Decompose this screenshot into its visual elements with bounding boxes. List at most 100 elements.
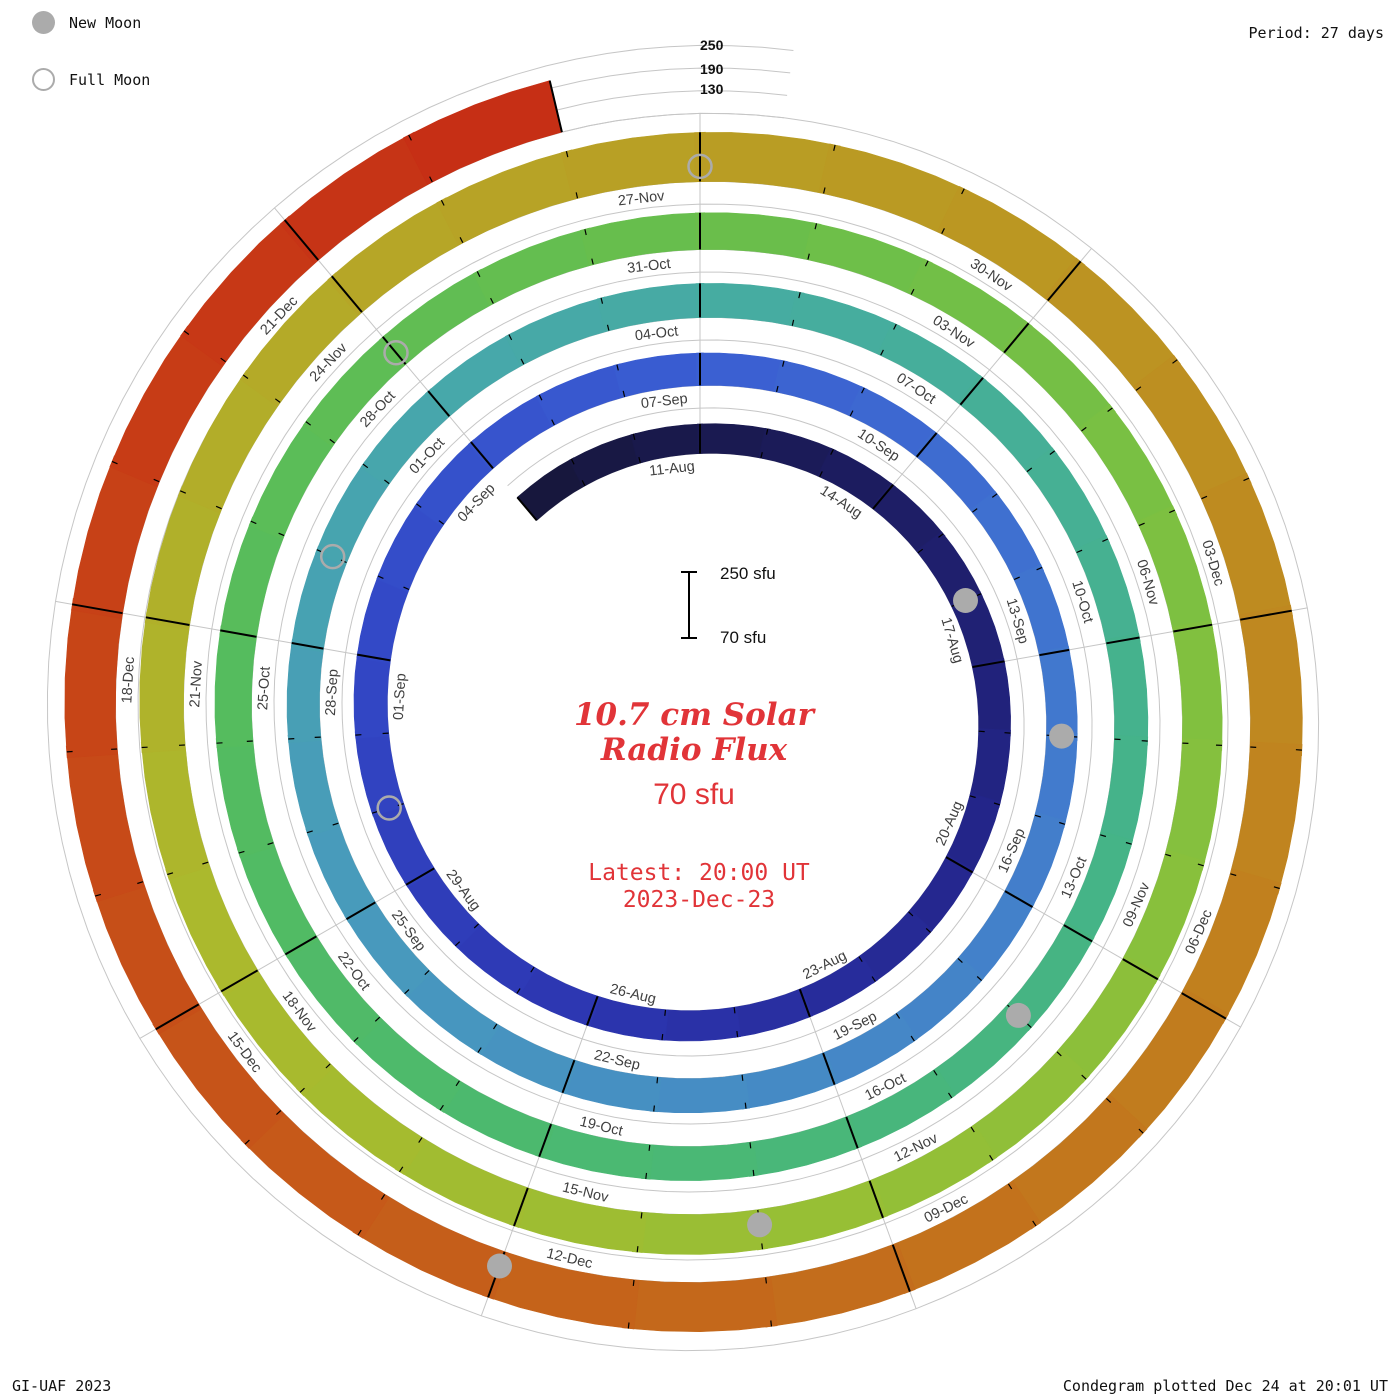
- new-moon-marker: [747, 1212, 773, 1238]
- flux-band-segment: [152, 999, 285, 1149]
- new-moon-marker: [1049, 723, 1075, 749]
- day-tick-major: [1047, 260, 1082, 302]
- flux-band-segment: [971, 658, 1011, 737]
- day-tick-major: [972, 660, 1005, 668]
- new-moon-marker: [1005, 1002, 1031, 1028]
- day-tick-minor: [439, 1104, 444, 1111]
- flux-band-segment: [139, 611, 191, 754]
- date-label: 21-Nov: [187, 660, 206, 708]
- day-tick-minor: [1230, 873, 1237, 877]
- day-tick-minor: [183, 330, 190, 335]
- flux-band-segment: [64, 598, 124, 759]
- day-tick-major: [405, 867, 435, 886]
- flux-band-segment: [613, 352, 704, 398]
- day-tick-minor: [849, 410, 854, 417]
- flux-band-segment: [694, 212, 822, 261]
- scalebar-max-label: 250 sfu: [720, 564, 776, 583]
- flux-band-segment: [630, 423, 704, 464]
- date-label: 25-Oct: [255, 666, 274, 710]
- day-tick-minor: [648, 1144, 651, 1151]
- day-tick-minor: [895, 1013, 901, 1019]
- day-tick-minor: [645, 1172, 648, 1179]
- day-tick-minor: [1056, 1051, 1062, 1057]
- day-tick-minor: [1059, 821, 1066, 825]
- full-moon-marker: [376, 795, 402, 821]
- day-tick-minor: [1172, 359, 1178, 364]
- day-tick-major: [155, 1003, 200, 1031]
- day-tick-minor: [661, 1034, 664, 1041]
- day-tick-minor: [477, 1047, 482, 1053]
- day-tick-minor: [733, 1007, 736, 1014]
- day-tick-minor: [591, 258, 594, 265]
- new-moon-icon: [32, 11, 55, 34]
- baseline-value: 70 sfu: [653, 778, 735, 811]
- day-tick-minor: [760, 452, 763, 459]
- day-tick-minor: [357, 1229, 362, 1236]
- day-tick-minor: [765, 428, 769, 435]
- day-tick-minor: [814, 223, 818, 230]
- day-tick-minor: [275, 1110, 282, 1116]
- flux-band-segment: [631, 1208, 768, 1255]
- day-tick-minor: [429, 176, 433, 183]
- flux-band-segment: [649, 1073, 751, 1113]
- day-tick-minor: [858, 956, 863, 963]
- day-tick-minor: [1036, 566, 1043, 571]
- date-label: 01-Sep: [391, 673, 410, 721]
- date-label: 31-Oct: [626, 256, 671, 277]
- flux-scalebar: 250 sfu 70 sfu: [678, 564, 776, 647]
- day-tick-minor: [880, 349, 884, 356]
- day-tick-major: [331, 275, 363, 313]
- day-tick-minor: [908, 911, 914, 917]
- day-tick-major: [513, 1187, 529, 1227]
- day-tick-minor: [438, 520, 445, 525]
- day-tick-minor: [761, 1243, 764, 1250]
- flux-band-segment: [596, 282, 705, 332]
- flux-band-segment: [694, 132, 841, 195]
- day-tick-major: [357, 653, 391, 662]
- day-tick-minor: [1125, 841, 1132, 845]
- day-tick-minor: [570, 458, 575, 465]
- latest-date: 2023-Dec-23: [622, 887, 776, 913]
- day-tick-minor: [616, 364, 619, 371]
- day-tick-major: [220, 969, 259, 993]
- day-tick-minor: [1032, 1220, 1037, 1227]
- credit-label: GI-UAF 2023: [12, 1377, 112, 1395]
- day-tick-minor: [1138, 1128, 1144, 1134]
- day-tick-minor: [640, 1212, 643, 1219]
- full-moon-label: Full Moon: [69, 70, 151, 89]
- day-tick-minor: [380, 1194, 386, 1200]
- day-tick-minor: [520, 358, 525, 365]
- day-tick-minor: [1100, 834, 1107, 838]
- day-tick-minor: [473, 923, 480, 929]
- flux-band-segment: [738, 1051, 839, 1110]
- flux-band-segment: [472, 227, 598, 306]
- day-tick-minor: [111, 460, 118, 465]
- day-tick-minor: [1273, 886, 1280, 890]
- date-label: 11-Aug: [648, 459, 695, 480]
- day-tick-minor: [299, 1087, 305, 1093]
- day-tick-minor: [455, 1080, 460, 1087]
- day-tick-major: [284, 935, 317, 956]
- flux-band-segment: [286, 638, 325, 744]
- day-tick-minor: [871, 976, 876, 982]
- day-tick-minor: [1243, 477, 1250, 482]
- day-tick-minor: [362, 463, 369, 469]
- day-tick-minor: [492, 1023, 498, 1030]
- day-tick-minor: [776, 385, 779, 393]
- flux-scalebar-ibeam-icon: [681, 571, 697, 639]
- flux-band-segment: [568, 432, 643, 488]
- day-tick-minor: [823, 187, 826, 194]
- day-tick-minor: [893, 323, 897, 330]
- day-tick-major: [1106, 636, 1140, 645]
- day-tick-minor: [565, 151, 569, 158]
- day-tick-minor: [807, 253, 810, 260]
- day-tick-minor: [398, 1166, 404, 1173]
- legend-new-moon: New Moon: [32, 11, 141, 34]
- day-tick-minor: [833, 144, 836, 151]
- day-tick-minor: [377, 575, 384, 579]
- chart-title-line1: 10.7 cm Solar: [573, 697, 815, 733]
- day-tick-minor: [238, 850, 245, 854]
- day-tick-major: [959, 377, 984, 406]
- day-tick-minor: [137, 881, 144, 885]
